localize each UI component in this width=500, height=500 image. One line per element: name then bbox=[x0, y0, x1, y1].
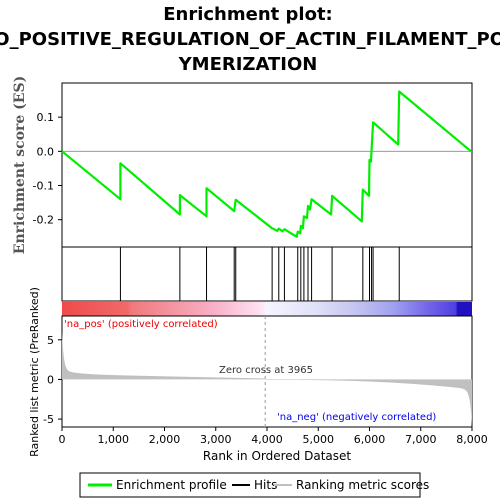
rank-y-tick-label: 5 bbox=[47, 334, 54, 347]
rank-panel-frame bbox=[61, 315, 473, 428]
pos-correlated-label: 'na_pos' (positively correlated) bbox=[64, 319, 218, 330]
rank-y-axis: 5 0 -5 bbox=[43, 334, 62, 426]
x-tick-label: 1,000 bbox=[98, 433, 130, 446]
rank-y-axis-label: Ranked list metric (PreRanked) bbox=[28, 287, 41, 457]
x-tick-label: 0 bbox=[59, 433, 66, 446]
ranking-heatmap-bar bbox=[62, 302, 472, 316]
es-y-tick-label: 0.1 bbox=[37, 111, 55, 124]
x-tick-label: 5,000 bbox=[303, 433, 335, 446]
x-tick-label: 3,000 bbox=[200, 433, 232, 446]
rank-y-tick-label: 0 bbox=[47, 373, 54, 386]
x-tick-label: 4,000 bbox=[251, 433, 283, 446]
legend-hits-label: Hits bbox=[254, 478, 277, 492]
zero-cross-label: Zero cross at 3965 bbox=[219, 365, 313, 376]
es-y-axis: 0.1 0.0 -0.1 -0.2 bbox=[33, 111, 62, 227]
hits-panel-frame bbox=[61, 246, 473, 302]
chart-title-line-1: Enrichment plot: bbox=[163, 4, 333, 25]
chart-title-line-3: YMERIZATION bbox=[178, 54, 318, 75]
es-y-tick-label: -0.1 bbox=[33, 180, 54, 193]
x-tick-label: 8,000 bbox=[456, 433, 488, 446]
es-panel-frame bbox=[61, 82, 473, 248]
ranking-metric-area bbox=[62, 332, 472, 426]
es-y-axis-label: Enrichment score (ES) bbox=[12, 76, 28, 254]
x-tick-label: 2,000 bbox=[149, 433, 181, 446]
x-tick-label: 6,000 bbox=[354, 433, 386, 446]
chart-title-line-2: GO_POSITIVE_REGULATION_OF_ACTIN_FILAMENT… bbox=[0, 29, 500, 50]
legend-enrichment-label: Enrichment profile bbox=[116, 478, 227, 492]
legend-ranking-label: Ranking metric scores bbox=[296, 478, 429, 492]
enrichment-profile-line bbox=[61, 90, 472, 238]
neg-correlated-label: 'na_neg' (negatively correlated) bbox=[277, 412, 436, 423]
rank-y-tick-label: -5 bbox=[43, 413, 54, 426]
x-axis-label: Rank in Ordered Dataset bbox=[203, 449, 351, 463]
x-tick-label: 7,000 bbox=[405, 433, 437, 446]
hits-group bbox=[119, 247, 400, 301]
es-y-tick-label: -0.2 bbox=[33, 214, 54, 227]
x-axis: 0 1,000 2,000 3,000 4,000 5,000 6,000 7,000 8,00… bbox=[59, 427, 488, 446]
es-y-tick-label: 0.0 bbox=[37, 145, 55, 158]
